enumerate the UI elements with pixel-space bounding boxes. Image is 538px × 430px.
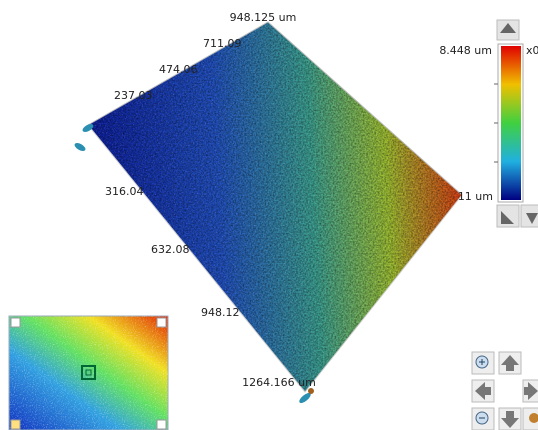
toolbar-button[interactable] (520, 204, 538, 228)
axis-label: 316.04 (105, 185, 144, 198)
axis-label: 1264.166 um (242, 376, 316, 389)
pan-left-button[interactable] (471, 379, 495, 403)
zoom-in-button[interactable] (471, 351, 495, 375)
pan-right-button[interactable] (522, 379, 538, 403)
pan-up-button[interactable] (498, 351, 522, 375)
axis-label: 237.03 (114, 89, 153, 102)
reset-button[interactable] (522, 407, 538, 430)
colorbar-max: 8.448 um (439, 44, 492, 57)
toolbar-button[interactable] (496, 19, 520, 41)
zoom-out-button[interactable] (471, 407, 495, 430)
colorbar-min: 11 um (458, 190, 493, 203)
pan-down-button[interactable] (498, 407, 522, 430)
axis-handles (74, 124, 314, 404)
colorbar-scale: x0. (526, 44, 538, 57)
axis-label: 948.125 um (230, 11, 297, 24)
axis-label: 948.12 (201, 306, 240, 319)
axis-label: 711.09 (203, 37, 242, 50)
toolbar-button[interactable] (496, 204, 520, 228)
colorbar-ticks (494, 83, 498, 163)
axis-label: 632.08 (151, 243, 190, 256)
minimap[interactable] (8, 315, 169, 430)
frame (87, 21, 463, 196)
colorbar (501, 46, 521, 200)
axis-label: 474.06 (159, 63, 198, 76)
frame (87, 124, 463, 393)
